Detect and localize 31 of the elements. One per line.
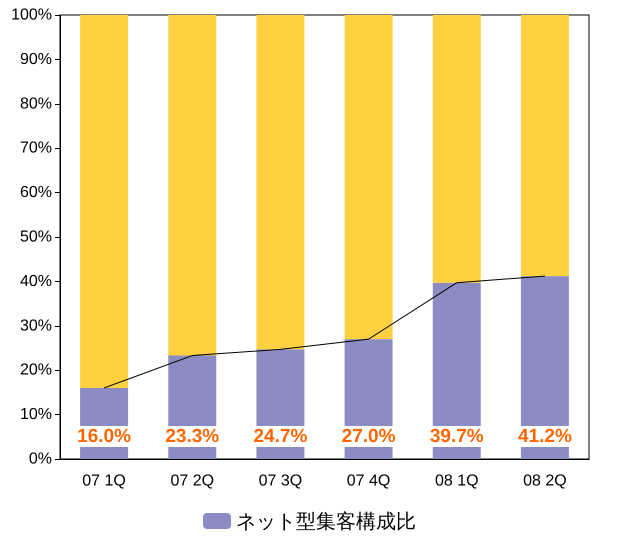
y-tick-label: 90% [20, 50, 52, 68]
bar [80, 15, 128, 388]
x-tick-label: 07 1Q [82, 472, 126, 490]
bar [432, 15, 481, 283]
bar [344, 15, 393, 340]
y-tick-label: 30% [20, 317, 52, 334]
y-tick-label: 10% [20, 406, 52, 424]
y-tick-label: 80% [20, 95, 52, 112]
bar [168, 15, 216, 356]
data-label: 27.0% [342, 426, 396, 447]
y-tick-label: 60% [20, 184, 52, 202]
x-tick-label: 07 3Q [258, 472, 302, 490]
legend-label: ネット型集客構成比 [236, 509, 416, 533]
data-label: 16.0% [77, 426, 132, 447]
x-tick-label: 08 2Q [523, 472, 567, 490]
y-tick-label: 50% [20, 228, 52, 246]
bar [256, 15, 304, 350]
y-tick-label: 0% [28, 450, 52, 468]
bar [520, 15, 569, 276]
y-tick-label: 70% [20, 140, 52, 157]
data-label: 41.2% [518, 426, 572, 447]
y-tick-label: 100% [11, 6, 52, 24]
data-label: 39.7% [430, 426, 484, 447]
x-tick-label: 07 4Q [346, 472, 390, 490]
line-series [104, 276, 546, 388]
y-tick-label: 40% [20, 272, 52, 290]
x-tick-label: 07 2Q [170, 472, 214, 490]
data-label: 23.3% [165, 426, 220, 447]
y-tick-label: 20% [20, 362, 52, 379]
x-tick-label: 08 1Q [434, 472, 479, 490]
data-label: 24.7% [253, 426, 308, 447]
